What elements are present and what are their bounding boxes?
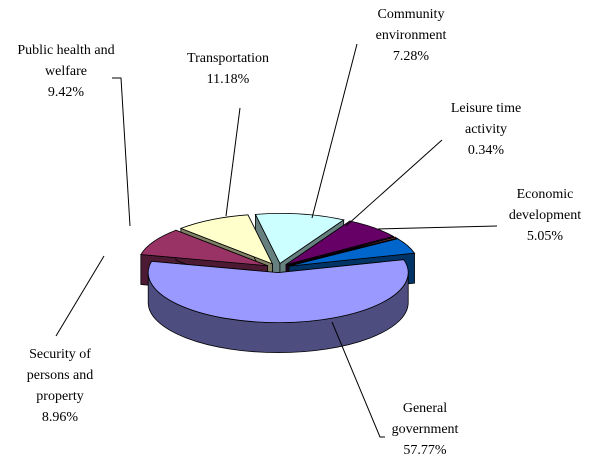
slice	[254, 213, 345, 265]
category-name: Security of persons and property	[26, 347, 94, 404]
leader-line	[377, 225, 498, 230]
slice-label: Security of persons and property 8.96%	[8, 344, 112, 428]
value-label: 9.42%	[47, 85, 85, 100]
category-name: Leisure time activity	[450, 101, 522, 137]
value-label: 8.96%	[41, 410, 79, 425]
slice-label: Economic development 5.05%	[492, 184, 598, 247]
slice-label: Leisure time activity 0.34%	[434, 98, 538, 161]
slice	[287, 236, 398, 266]
slice	[179, 214, 274, 265]
slice-label: Community environment 7.28%	[358, 4, 464, 67]
value-label: 0.34%	[467, 143, 505, 158]
leader-line	[225, 107, 241, 217]
value-label: 57.77%	[403, 443, 447, 458]
slice-label: General government 57.77%	[372, 398, 478, 461]
category-name: Transportation	[187, 51, 269, 66]
leader-line	[112, 77, 131, 227]
slice-label: Public health and welfare 9.42%	[12, 40, 120, 103]
leader-line	[345, 139, 443, 227]
slice	[285, 220, 395, 265]
slice	[288, 238, 416, 267]
value-label: 11.18%	[206, 72, 250, 87]
slice-label: Transportation 11.18%	[180, 48, 276, 90]
slice	[147, 259, 409, 324]
value-label: 7.28%	[392, 49, 430, 64]
leader-line	[311, 43, 358, 219]
category-name: Economic development	[508, 187, 582, 223]
category-name: General government	[391, 401, 459, 437]
slice	[140, 229, 268, 267]
leader-line	[55, 255, 105, 337]
category-name: Community environment	[375, 7, 447, 43]
leader-line	[331, 321, 385, 438]
value-label: 5.05%	[526, 229, 564, 244]
category-name: Public health and welfare	[17, 43, 115, 79]
